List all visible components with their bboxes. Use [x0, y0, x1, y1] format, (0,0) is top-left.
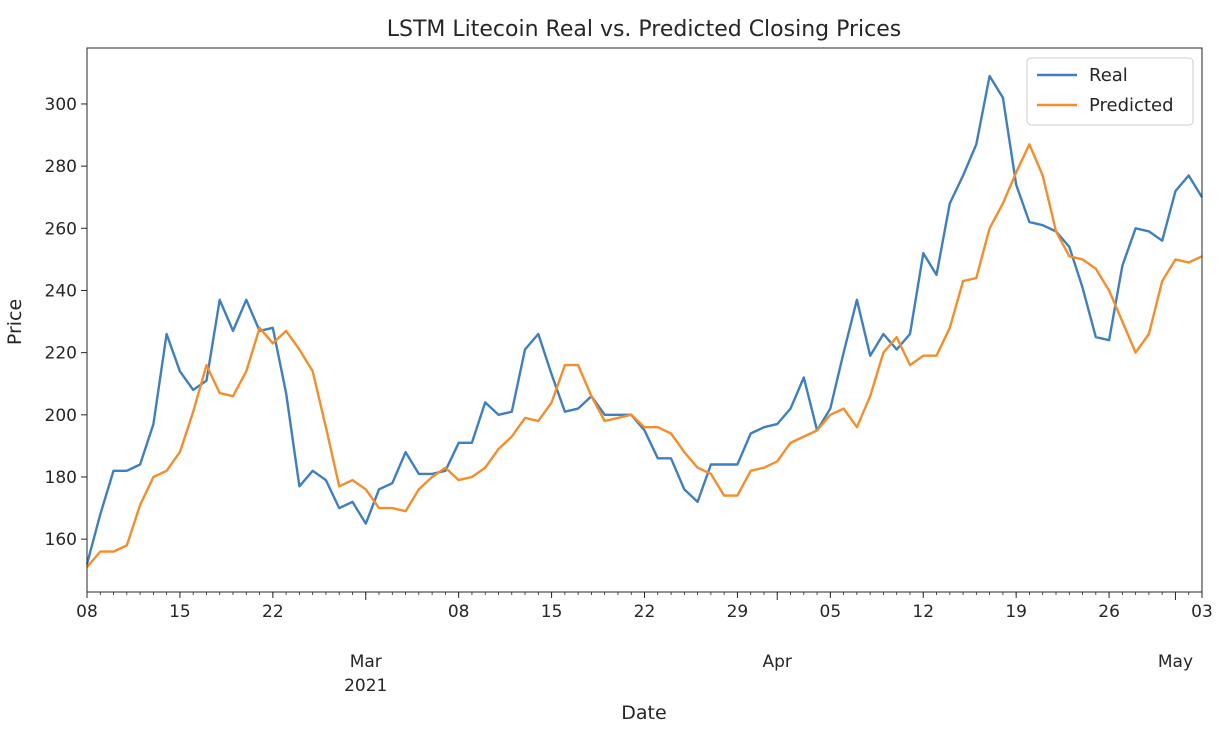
x-tick-label: 22 — [634, 602, 656, 622]
y-tick-label: 300 — [45, 95, 77, 115]
x-tick-label: 08 — [448, 602, 470, 622]
y-tick-label: 220 — [45, 344, 77, 364]
x-tick-label: 15 — [541, 602, 563, 622]
series-line-predicted — [86, 143, 1203, 568]
series-line-real — [85, 74, 1204, 565]
legend-label-predicted: Predicted — [1089, 95, 1174, 116]
x-tick-label: 03 — [1191, 602, 1213, 622]
x-tick-label: 22 — [262, 602, 284, 622]
x-tick-label: Mar 2021 — [344, 652, 387, 696]
x-tick-label: 15 — [169, 602, 191, 622]
y-axis-label: Price — [4, 299, 26, 345]
y-tick-label: 180 — [45, 468, 77, 488]
series-layer — [85, 74, 1204, 568]
x-tick-label: Apr — [763, 652, 792, 672]
x-tick-label: May — [1158, 652, 1193, 672]
chart-title: LSTM Litecoin Real vs. Predicted Closing… — [387, 17, 901, 42]
legend: Real Predicted — [1026, 57, 1194, 126]
legend-label-real: Real — [1089, 65, 1128, 86]
y-tick-label: 200 — [45, 406, 77, 426]
y-tick-label: 260 — [45, 219, 77, 239]
y-axis: 160 180 200 220 240 260 280 300 — [45, 95, 87, 550]
x-tick-label: 19 — [1005, 602, 1027, 622]
y-tick-label: 240 — [45, 281, 77, 301]
x-axis: 08 15 22 Mar 2021 08 15 22 29 Apr 05 12 19 26 May 03 — [76, 592, 1213, 696]
x-tick-label: 08 — [76, 602, 98, 622]
x-axis-label: Date — [621, 702, 666, 724]
x-tick-label: 05 — [820, 602, 842, 622]
y-tick-label: 280 — [45, 157, 77, 177]
x-tick-label: 29 — [727, 602, 749, 622]
x-tick-label: 26 — [1098, 602, 1120, 622]
x-tick-label: 12 — [912, 602, 934, 622]
y-tick-label: 160 — [45, 530, 77, 550]
